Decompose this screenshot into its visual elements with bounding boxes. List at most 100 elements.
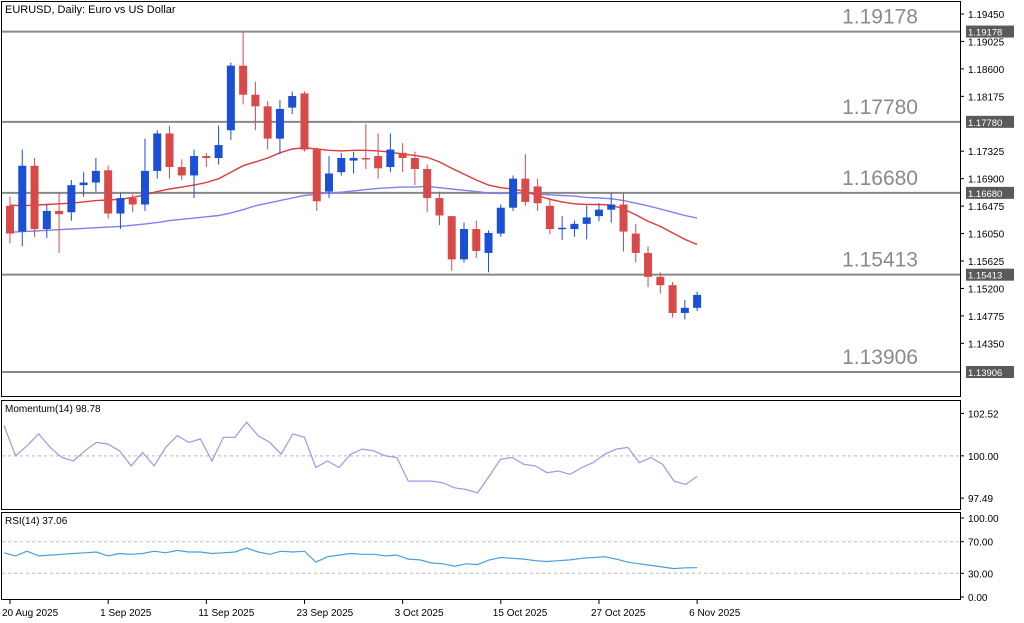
- levels-layer: 1.19178 1.19178 1.17780 1.17780 1.16680 1.166…: [2, 6, 1014, 379]
- candle-bull: [607, 204, 616, 210]
- candle-bear: [644, 252, 653, 277]
- symbol-title: EURUSD, Daily: Euro vs US Dollar: [5, 4, 176, 16]
- candle-bear: [423, 168, 432, 199]
- level-tag-bg: [966, 268, 1014, 281]
- rsi-panel-frame: [1, 512, 961, 600]
- candle-bear: [361, 158, 370, 160]
- candle-bear: [312, 149, 321, 202]
- momentum-tick-label: 102.52: [968, 409, 999, 420]
- time-tick-label: 3 Oct 2025: [395, 608, 444, 619]
- time-tick-label: 6 Nov 2025: [689, 608, 741, 619]
- level-label: 1.13906: [842, 346, 918, 369]
- price-tick-label: 1.19450: [968, 10, 1005, 21]
- candle-bear: [177, 167, 186, 176]
- level-tag-bg: [966, 25, 1014, 38]
- candle-bull: [79, 182, 88, 186]
- moving-average-layer: [9, 146, 698, 246]
- ma-slow-line: [9, 185, 698, 233]
- candle-bear: [472, 229, 481, 251]
- level-label: 1.17780: [842, 96, 918, 119]
- time-tick-label: 1 Sep 2025: [100, 608, 152, 619]
- price-panel-frame: [1, 1, 961, 397]
- candle-bull: [509, 178, 518, 208]
- candle-bull: [349, 158, 358, 161]
- time-tick-label: 11 Sep 2025: [198, 608, 254, 619]
- candle-bull: [288, 96, 297, 108]
- price-tick-label: 1.16050: [968, 230, 1005, 241]
- candle-bear: [374, 156, 383, 169]
- candle-bull: [190, 156, 199, 176]
- candle-bull: [91, 170, 100, 183]
- time-tick-label: 15 Oct 2025: [493, 608, 548, 619]
- candle-bull: [459, 229, 468, 260]
- time-tick-label: 20 Aug 2025: [2, 608, 59, 619]
- candle-bear: [545, 205, 554, 230]
- candle-bear: [533, 186, 542, 204]
- candle-bear: [521, 178, 530, 202]
- candle-bull: [214, 145, 223, 159]
- level-tag-label: 1.17780: [968, 118, 1002, 129]
- price-tick-label: 1.16900: [968, 175, 1005, 186]
- candle-bear: [398, 152, 407, 159]
- candle-bull: [558, 227, 567, 230]
- rsi-tick-label: 100.00: [968, 514, 999, 525]
- price-tick-label: 1.19025: [968, 37, 1005, 48]
- momentum-panel-frame: [1, 400, 961, 510]
- candle-bear: [631, 233, 640, 253]
- candle-bear: [165, 133, 174, 168]
- candle-bull: [484, 232, 493, 253]
- price-tick-label: 1.14350: [968, 339, 1005, 350]
- price-tick-label: 1.18600: [968, 65, 1005, 76]
- level-tag-bg: [966, 366, 1014, 378]
- candle-bear: [202, 156, 211, 159]
- candle-bull: [275, 108, 284, 139]
- price-tick-label: 1.17325: [968, 147, 1005, 158]
- candles-layer: [6, 32, 702, 320]
- candle-bear: [619, 204, 628, 232]
- candle-bear: [251, 94, 260, 107]
- candle-bull: [67, 185, 76, 213]
- candle-bull: [153, 133, 162, 171]
- time-tick-label: 27 Oct 2025: [591, 608, 646, 619]
- candle-bear: [410, 158, 419, 169]
- candle-bull: [116, 198, 125, 214]
- rsi-layer: 100.00 70.00 30.00 0.00: [2, 514, 999, 604]
- candle-bull: [18, 165, 27, 232]
- rsi-tick-label: 0.00: [968, 593, 988, 604]
- level-label: 1.16680: [842, 167, 918, 190]
- candle-bull: [693, 294, 702, 308]
- candle-bull: [226, 65, 235, 131]
- candle-bear: [30, 165, 39, 230]
- momentum-tick-label: 97.49: [968, 494, 993, 505]
- rsi-line: [3, 547, 698, 570]
- level-tag-label: 1.13906: [968, 368, 1002, 379]
- level-tag-label: 1.15413: [968, 271, 1002, 282]
- level-tag-label: 1.19178: [968, 28, 1002, 39]
- rsi-title: RSI(14) 37.06: [5, 516, 68, 527]
- candle-bear: [128, 198, 137, 205]
- candle-bear: [6, 205, 14, 234]
- candle-bull: [386, 149, 395, 168]
- price-tick-label: 1.16475: [968, 202, 1005, 213]
- price-axis: 1.19450 1.19025 1.18600 1.18175 1.17325 1.169…: [960, 10, 1005, 350]
- momentum-line: [3, 421, 698, 494]
- candle-bull: [42, 210, 51, 230]
- candle-bull: [570, 223, 579, 230]
- candle-bull: [496, 207, 505, 234]
- time-tick-label: 23 Sep 2025: [296, 608, 353, 619]
- momentum-title: Momentum(14) 98.78: [5, 404, 101, 415]
- price-tick-label: 1.18175: [968, 92, 1005, 103]
- candle-bull: [325, 173, 334, 192]
- candle-bear: [656, 276, 665, 286]
- rsi-tick-label: 70.00: [968, 538, 993, 549]
- candle-bear: [447, 216, 456, 260]
- candle-bear: [104, 170, 113, 214]
- candle-bull: [680, 307, 689, 313]
- candle-bear: [55, 210, 64, 215]
- candle-bear: [435, 198, 444, 216]
- candle-bull: [140, 170, 149, 205]
- candle-bear: [668, 285, 677, 313]
- rsi-tick-label: 30.00: [968, 569, 993, 580]
- level-tag-label: 1.16680: [968, 189, 1002, 200]
